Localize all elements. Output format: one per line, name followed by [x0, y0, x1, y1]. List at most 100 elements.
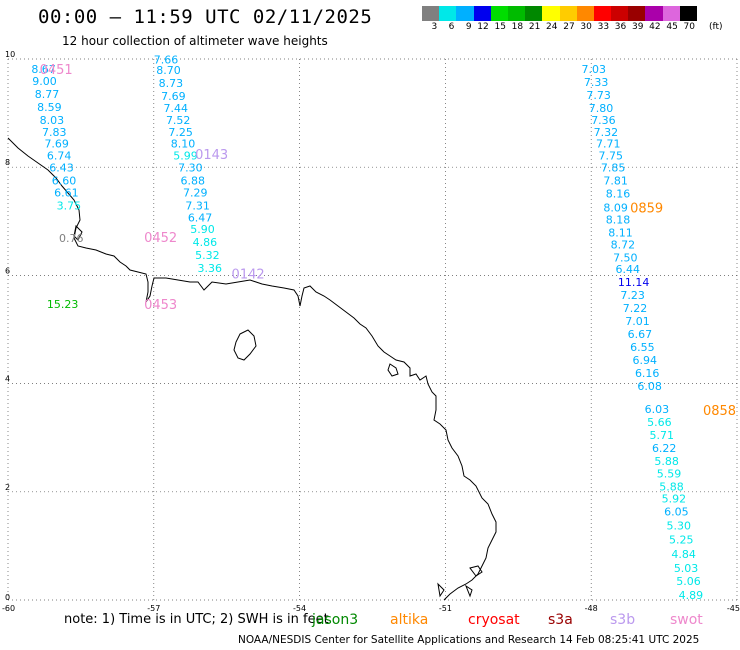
legend-swatch — [507, 6, 526, 21]
legend-swatch — [559, 6, 577, 21]
wave-height-label: 8.09 — [603, 202, 628, 215]
legend-swatch — [611, 6, 629, 21]
color-legend: 3 6 9 12 15 18 21 24 27 30 33 36 39 42 45 70 (ft) — [422, 6, 723, 32]
coastline — [7, 137, 497, 601]
wave-height-label: 8.73 — [159, 77, 184, 90]
wave-height-label: 15.23 — [47, 298, 79, 311]
legend-label: 39 — [631, 22, 644, 32]
wave-height-label: 8.59 — [37, 101, 62, 114]
wave-height-label: 6.16 — [635, 367, 660, 380]
wave-height-label: 7.36 — [591, 114, 616, 127]
axis-ticks: -60 -57 -54 -51 -48 -45 0 2 4 6 8 10 — [2, 50, 740, 613]
legend-label: 70 — [683, 22, 695, 32]
wave-height-label: 5.25 — [669, 534, 694, 547]
map-grid — [7, 58, 738, 601]
wave-height-label: 5.99 — [173, 150, 198, 163]
footer-credit: NOAA/NESDIS Center for Satellite Applica… — [238, 634, 700, 646]
legend-unit: (ft) — [709, 22, 723, 32]
wave-height-label: 7.03 — [581, 63, 606, 76]
coastline-offshore-detail — [73, 224, 483, 598]
wave-height-label: 5.88 — [654, 455, 679, 468]
legend-swatch — [593, 6, 612, 21]
x-tick-label: -48 — [585, 604, 598, 613]
wave-height-label: 6.94 — [633, 354, 658, 367]
wave-height-label: 7.44 — [164, 102, 189, 115]
legend-label: 3 — [431, 22, 438, 32]
y-tick-label: 2 — [5, 483, 10, 492]
wave-height-label: 6.60 — [52, 175, 77, 188]
legend-swatch — [456, 6, 474, 21]
wave-height-label: 6.22 — [652, 442, 677, 455]
legend-swatch — [679, 6, 697, 21]
y-tick-label: 0 — [5, 593, 10, 602]
wave-height-label: 8.10 — [171, 138, 196, 151]
wave-height-label: 7.22 — [623, 302, 648, 315]
island-marajo — [233, 329, 257, 361]
wave-height-label: 7.32 — [594, 126, 619, 139]
wave-height-label: 6.47 — [188, 211, 213, 224]
wave-height-label: 7.80 — [589, 102, 614, 115]
pass-time-label: 0859 — [630, 202, 663, 217]
legend-label: 12 — [477, 22, 489, 32]
wave-height-label: 6.55 — [630, 341, 655, 354]
wave-height-label: 7.50 — [613, 251, 638, 264]
mission-swot: swot — [670, 612, 703, 628]
wave-height-label: 8.67 — [31, 63, 56, 76]
wave-height-label: 7.25 — [168, 126, 193, 139]
legend-label: 36 — [614, 22, 627, 32]
wave-height-label: 6.03 — [645, 403, 670, 416]
wave-height-label: 7.71 — [596, 138, 621, 151]
mission-cryosat: cryosat — [468, 612, 520, 628]
legend-label: 30 — [580, 22, 592, 32]
legend-label: 18 — [511, 22, 524, 32]
y-tick-label: 6 — [5, 266, 10, 275]
wave-height-label: 6.44 — [616, 263, 641, 276]
legend-swatch — [645, 6, 663, 21]
map-title: 00:00 – 11:59 UTC 02/11/2025 — [38, 6, 373, 28]
wave-height-label: 7.66 — [154, 53, 179, 66]
wave-height-label: 5.30 — [667, 520, 692, 533]
wave-height-label: 11.14 — [618, 276, 650, 289]
mission-s3b: s3b — [610, 612, 636, 628]
mission-altika: altika — [390, 612, 429, 628]
altimeter-tracks: 8.67 7.668.70 9.00 8.73 8.77 7.69 8.59 7.44 8.03… — [31, 53, 736, 602]
legend-label: 21 — [528, 22, 541, 32]
wave-height-label: 4.89 — [679, 589, 704, 602]
legend-swatch — [439, 6, 457, 21]
mission-s3a: s3a — [548, 612, 573, 628]
y-tick-label: 8 — [5, 158, 10, 167]
wave-height-label: 8.72 — [611, 238, 636, 251]
x-tick-label: -54 — [293, 604, 306, 613]
pass-time-label: 0451 — [40, 63, 73, 78]
legend-label: 24 — [546, 22, 558, 32]
wave-height-label: 7.83 — [42, 126, 67, 139]
legend-label: 42 — [649, 22, 661, 32]
wave-height-label: 7.85 — [601, 162, 626, 175]
wave-height-label: 7.73 — [586, 89, 611, 102]
legend-label: 15 — [494, 22, 506, 32]
wave-height-label: 8.77 — [35, 88, 60, 101]
wave-height-label: 5.90 — [190, 223, 215, 236]
wave-height-label: 6.05 — [664, 506, 689, 519]
y-tick-label: 10 — [5, 50, 15, 59]
legend-label: 45 — [666, 22, 678, 32]
legend-swatch — [525, 6, 543, 21]
wave-height-label: 6.43 — [49, 162, 73, 175]
wave-height-label: 6.08 — [637, 380, 662, 393]
legend-label: 6 — [448, 22, 455, 32]
legend-swatch — [473, 6, 491, 21]
pass-time-label: 0858 — [703, 404, 736, 419]
wave-height-label: 5.03 — [674, 562, 699, 575]
wave-height-label: 4.84 — [671, 548, 696, 561]
wave-height-label: 8.16 — [606, 187, 631, 200]
legend-swatch — [490, 6, 508, 21]
wave-height-label: 9.00 — [32, 75, 57, 88]
wave-height-label: 7.81 — [603, 175, 628, 188]
wave-height-label: 8.11 — [608, 226, 633, 239]
x-tick-label: -51 — [439, 604, 452, 613]
mission-jason3: jason3 — [312, 612, 359, 628]
wave-height-label: 7.01 — [625, 315, 650, 328]
wave-height-label: 6.74 — [47, 150, 72, 163]
wave-height-label: 5.06 — [676, 575, 701, 588]
